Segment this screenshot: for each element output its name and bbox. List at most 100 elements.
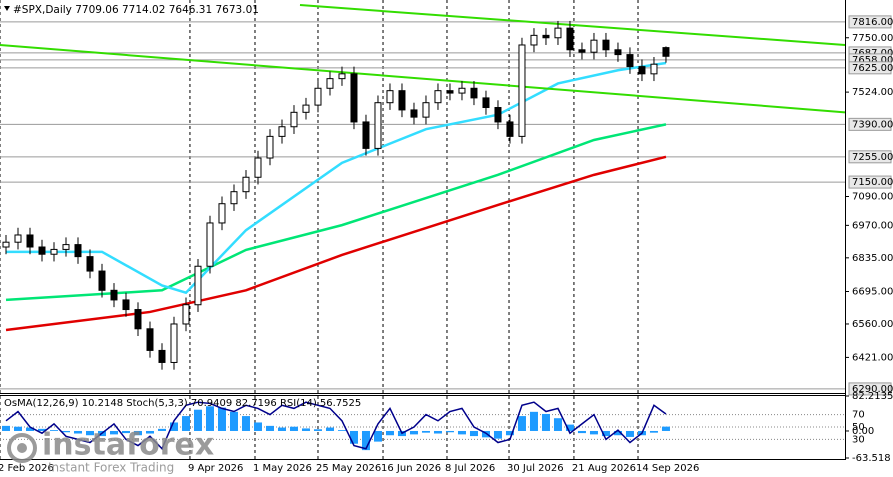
- osma-bar: [445, 430, 454, 433]
- osma-bar: [157, 428, 166, 431]
- candle-body: [50, 248, 58, 255]
- candle-body: [410, 109, 418, 118]
- candle-body: [230, 191, 238, 205]
- osma-bar: [133, 430, 142, 436]
- candle-body: [74, 244, 82, 258]
- level-label: 7390.00: [852, 119, 893, 130]
- osma-bar: [577, 430, 586, 434]
- candle-body: [86, 256, 94, 272]
- y2-tick-label: 70: [852, 410, 865, 421]
- level-label: 7255.00: [852, 152, 893, 163]
- candle-body: [554, 27, 562, 39]
- osma-bar: [313, 429, 322, 431]
- osma-bar: [337, 430, 346, 431]
- candle-body: [14, 234, 22, 243]
- candle-body: [530, 34, 538, 46]
- osma-bar: [85, 430, 94, 436]
- osma-bar: [169, 422, 178, 431]
- candle-body: [38, 246, 46, 255]
- osma-bar: [385, 430, 394, 436]
- osma-bar: [649, 430, 658, 433]
- candle-body: [518, 44, 526, 137]
- osma-bar: [373, 430, 382, 442]
- osma-bar: [529, 411, 538, 431]
- x-tick-label: 16 Jun 2026: [381, 463, 441, 474]
- watermark: instaforex Instant Forex Trading: [7, 428, 214, 475]
- candle-body: [242, 176, 250, 193]
- candle-body: [434, 90, 442, 104]
- y-tick-label: 6835.00: [852, 253, 893, 264]
- y-tick-label: 7090.00: [852, 192, 893, 203]
- osma-bar: [661, 426, 670, 431]
- osma-bar: [421, 430, 430, 433]
- watermark-brand: instaforex: [42, 428, 214, 463]
- level-label-box: [848, 61, 892, 75]
- osma-bar: [433, 430, 442, 434]
- candle-body: [590, 39, 598, 53]
- x-tick-label: 1 May 2026: [253, 463, 312, 474]
- candle-body: [386, 90, 394, 104]
- osma-bar: [181, 416, 190, 431]
- osma-bar: [145, 430, 154, 434]
- watermark-logo: [17, 443, 27, 453]
- osma-bar: [481, 430, 490, 438]
- osma-bar: [1, 425, 10, 431]
- osma-bar: [589, 430, 598, 435]
- osma-bar: [505, 430, 514, 436]
- marks-layer: [0, 4, 846, 451]
- moving-average: [5, 61, 667, 295]
- x-tick-label: 8 Jul 2026: [445, 463, 495, 474]
- x-tick-label: 25 May 2026: [316, 463, 381, 474]
- watermark-tagline: Instant Forex Trading: [48, 461, 174, 475]
- osma-bar: [37, 428, 46, 431]
- y2-tick-label: 30: [852, 434, 865, 445]
- osma-bar: [349, 430, 358, 444]
- y-tick-label: 7750.00: [852, 33, 893, 44]
- moving-average: [5, 155, 667, 332]
- level-label-box: [848, 15, 892, 29]
- watermark-logo: [7, 433, 37, 463]
- candle-body: [158, 349, 166, 363]
- y-tick-label: 6560.00: [852, 319, 893, 330]
- candle-body: [314, 87, 322, 106]
- osma-bar: [193, 409, 202, 431]
- candle-body: [254, 157, 262, 178]
- candle-body: [422, 102, 430, 118]
- candle-body: [662, 47, 670, 57]
- candle-body: [134, 309, 142, 330]
- osma-bar: [457, 430, 466, 435]
- x-tick-label: 30 Jul 2026: [507, 463, 564, 474]
- candle-body: [650, 63, 658, 75]
- candle-body: [374, 102, 382, 149]
- osma-bar: [13, 426, 22, 431]
- candle-body: [62, 244, 70, 250]
- osma-bar: [109, 430, 118, 435]
- osma-bar: [613, 430, 622, 436]
- candle-body: [446, 90, 454, 94]
- osma-bar: [121, 430, 130, 434]
- y-tick-label: 82.2135: [852, 391, 893, 402]
- osma-bar: [205, 406, 214, 431]
- osma-bar: [289, 426, 298, 431]
- candle-body: [278, 126, 286, 137]
- osma-bar: [409, 430, 418, 435]
- candle-body: [26, 234, 34, 248]
- level-label: 7658.00: [852, 55, 893, 66]
- osma-bar: [565, 424, 574, 431]
- candle-body: [266, 135, 274, 159]
- moving-average: [5, 123, 667, 302]
- level-label-box: [848, 150, 892, 164]
- candle-body: [470, 87, 478, 99]
- candle-body: [638, 66, 646, 75]
- osma-bar: [625, 430, 634, 437]
- x-tick-label: 2 Feb 2026: [0, 463, 54, 474]
- y-tick-label: 6421.00: [852, 352, 893, 363]
- candle-body: [578, 49, 586, 53]
- candle-body: [302, 104, 310, 113]
- level-label: 7150.00: [852, 177, 893, 188]
- candle-body: [494, 107, 502, 123]
- osma-bar: [253, 422, 262, 431]
- x-tick-label: 21 Aug 2026: [572, 463, 636, 474]
